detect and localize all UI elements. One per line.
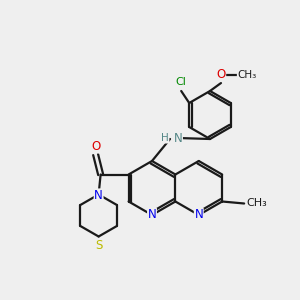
Text: H: H — [161, 133, 169, 143]
Text: O: O — [216, 68, 226, 82]
Text: CH₃: CH₃ — [237, 70, 256, 80]
Text: O: O — [91, 140, 100, 153]
Text: N: N — [94, 189, 103, 202]
Text: N: N — [148, 208, 156, 221]
Text: N: N — [194, 208, 203, 221]
Text: CH₃: CH₃ — [247, 199, 268, 208]
Text: S: S — [95, 239, 102, 252]
Text: N: N — [174, 131, 182, 145]
Text: Cl: Cl — [176, 77, 187, 87]
